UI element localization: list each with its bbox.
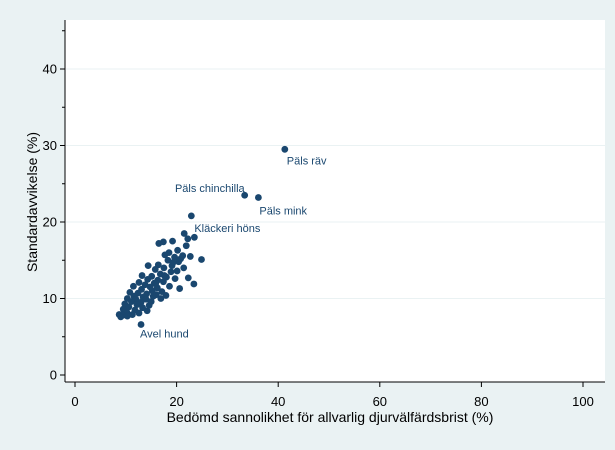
data-point [125,303,133,311]
x-axis-ticks: 0 20 40 60 80 100 [71,382,594,409]
data-point [187,212,195,220]
data-point [133,301,141,309]
gridlines [66,68,605,299]
y-axis-title: Standardavvikelse (%) [24,132,40,272]
data-point [143,307,151,315]
data-point [184,274,192,282]
point-label: Kläckeri höns [194,223,261,235]
x-tick-label: 60 [373,394,387,409]
data-point [167,268,175,276]
data-point [162,292,170,299]
data-point [159,238,167,246]
data-point [138,272,146,279]
data-point [171,275,179,283]
data-point [169,259,177,266]
data-point [180,264,188,272]
point-labels: Päls räv Päls chinchilla Päls mink Kläckeri… [140,155,327,340]
x-axis-title: Bedömd sannolikhet för allvarlig djurväl… [167,409,494,425]
data-point [152,279,160,287]
data-point [186,253,194,260]
x-tick-label: 40 [271,394,285,409]
y-tick-label: 0 [50,368,57,383]
data-point [144,262,152,270]
data-point [161,272,168,279]
data-point [180,230,188,237]
data-point [164,256,172,264]
data-point [135,309,143,317]
point-label: Päls chinchilla [175,183,246,195]
data-point [190,280,198,288]
data-point [137,321,145,328]
data-point [129,311,136,318]
data-point [144,275,152,283]
data-point [254,194,262,201]
x-tick-label: 80 [474,394,488,409]
data-point [159,278,167,286]
y-tick-label: 30 [43,138,57,153]
data-point [127,298,135,305]
y-tick-label: 20 [43,215,57,230]
data-point [130,282,137,290]
data-point [182,242,190,250]
x-tick-label: 100 [572,394,594,409]
data-point [198,256,205,263]
data-point [149,292,157,300]
data-point [173,267,181,275]
data-point [166,282,173,290]
data-point [160,264,168,272]
data-point [161,251,169,259]
data-point [174,246,182,254]
data-point [142,295,150,303]
data-point [177,255,185,263]
point-label: Avel hund [140,329,189,341]
data-points [115,145,289,328]
data-point [184,235,192,243]
data-point [151,266,159,273]
x-tick-label: 0 [71,394,78,409]
data-point [157,295,165,302]
data-point [169,237,176,245]
data-point [176,285,184,292]
plot-region [65,20,605,382]
data-point [145,301,153,309]
y-tick-label: 10 [43,291,57,306]
data-point [171,253,178,261]
data-point [135,279,143,286]
point-label: Päls räv [287,155,327,167]
y-axis-ticks: 0 10 20 30 40 [43,30,65,383]
point-label: Päls mink [259,206,307,218]
data-point [141,281,149,289]
data-point [190,233,198,241]
data-point [117,313,125,321]
x-tick-label: 20 [169,394,183,409]
data-point [281,145,289,153]
y-tick-label: 40 [43,62,57,77]
data-point [241,191,249,199]
